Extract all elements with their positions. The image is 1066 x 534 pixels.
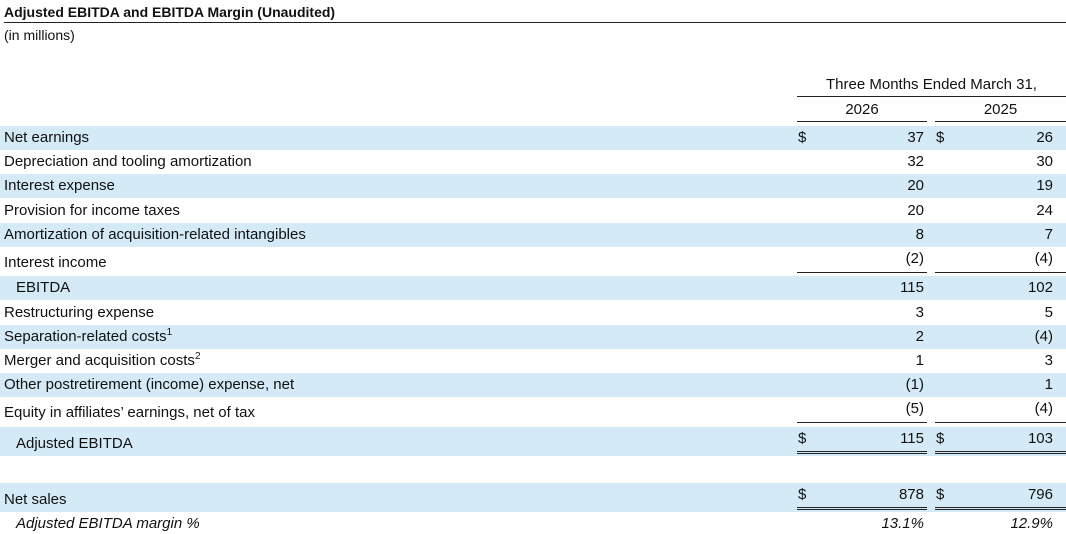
value-2026: 1 — [915, 352, 924, 369]
value-2026: (5) — [905, 400, 924, 417]
table-row: Amortization of acquisition-related inta… — [0, 223, 1066, 247]
row-label: Net sales — [4, 491, 67, 508]
row-label: EBITDA — [16, 279, 71, 296]
row-label: Amortization of acquisition-related inta… — [4, 226, 306, 243]
value-2025: 19 — [1036, 177, 1053, 194]
units-note: (in millions) — [4, 27, 75, 43]
table-row: Merger and acquisition costs2 1 3 — [0, 349, 1066, 373]
dollar-sign: $ — [798, 430, 807, 447]
value-2026: 13.1% — [881, 515, 924, 532]
value-2025: 102 — [1027, 279, 1053, 296]
value-2025: 796 — [1027, 486, 1053, 503]
value-2026: 37 — [907, 129, 924, 146]
row-label: Restructuring expense — [4, 304, 155, 321]
footnote-marker: 1 — [166, 327, 173, 338]
table-row: Provision for income taxes 20 24 — [0, 198, 1066, 223]
value-2026: 32 — [907, 153, 924, 170]
table-row: Interest expense 20 19 — [0, 174, 1066, 198]
row-label: Separation-related costs1 — [4, 327, 173, 346]
year-2026-header: 2026 — [797, 99, 927, 122]
value-2025: 1 — [1044, 376, 1053, 393]
period-header: Three Months Ended March 31, — [797, 74, 1066, 97]
row-label: Depreciation and tooling amortization — [4, 153, 252, 170]
table-row: Net earnings $ 37 $ 26 — [0, 126, 1066, 150]
table-row: Restructuring expense 3 5 — [0, 300, 1066, 325]
table-row: Depreciation and tooling amortization 32… — [0, 150, 1066, 174]
value-2026: 8 — [915, 226, 924, 243]
value-2025: 7 — [1044, 226, 1053, 243]
row-label: Adjusted EBITDA margin % — [16, 515, 200, 532]
dollar-sign: $ — [936, 430, 945, 447]
table-row: Adjusted EBITDA $ 115 $ 103 — [0, 427, 1066, 456]
table-row: EBITDA 115 102 — [0, 276, 1066, 300]
total-rule — [935, 507, 1066, 510]
row-label: Interest expense — [4, 177, 115, 194]
table-row: Interest income (2) (4) — [0, 247, 1066, 276]
table-row: Equity in affiliates’ earnings, net of t… — [0, 397, 1066, 426]
subtotal-rule — [935, 422, 1066, 423]
value-2026: 3 — [915, 304, 924, 321]
table-row: Other postretirement (income) expense, n… — [0, 373, 1066, 397]
value-2026: 115 — [900, 430, 924, 447]
subtotal-rule — [935, 272, 1066, 273]
value-2026: (1) — [905, 376, 924, 393]
row-label: Equity in affiliates’ earnings, net of t… — [4, 404, 255, 421]
dollar-sign: $ — [936, 129, 945, 146]
value-2026: 20 — [907, 202, 924, 219]
row-label: Merger and acquisition costs2 — [4, 351, 201, 370]
value-2026: 878 — [898, 486, 924, 503]
table-row: Separation-related costs1 2 (4) — [0, 325, 1066, 349]
value-2025: 12.9% — [1010, 515, 1053, 532]
value-2025: 26 — [1036, 129, 1053, 146]
year-2025-header: 2025 — [935, 99, 1066, 122]
value-2026: (2) — [905, 250, 924, 267]
row-label: Adjusted EBITDA — [16, 435, 133, 452]
value-2026: 115 — [900, 279, 924, 296]
dollar-sign: $ — [798, 486, 807, 503]
row-label: Interest income — [4, 254, 107, 271]
total-rule — [797, 451, 927, 454]
value-2025: 3 — [1044, 352, 1053, 369]
row-label: Other postretirement (income) expense, n… — [4, 376, 295, 393]
footnote-marker: 2 — [194, 351, 201, 362]
dollar-sign: $ — [798, 129, 807, 146]
table-row: Adjusted EBITDA margin % 13.1% 12.9% — [0, 512, 1066, 534]
subtotal-rule — [797, 422, 927, 423]
dollar-sign: $ — [936, 486, 945, 503]
row-label: Net earnings — [4, 129, 90, 146]
value-2025: (4) — [1034, 328, 1053, 345]
table-title: Adjusted EBITDA and EBITDA Margin (Unaud… — [4, 2, 1066, 23]
value-2025: 30 — [1036, 153, 1053, 170]
value-2025: (4) — [1034, 250, 1053, 267]
value-2026: 2 — [915, 328, 924, 345]
subtotal-rule — [797, 272, 927, 273]
value-2026: 20 — [907, 177, 924, 194]
value-2025: 24 — [1036, 202, 1053, 219]
row-label: Provision for income taxes — [4, 202, 180, 219]
value-2025: 103 — [1027, 430, 1053, 447]
table-row: Net sales $ 878 $ 796 — [0, 483, 1066, 512]
total-rule — [797, 507, 927, 510]
value-2025: (4) — [1034, 400, 1053, 417]
value-2025: 5 — [1044, 304, 1053, 321]
total-rule — [935, 451, 1066, 454]
